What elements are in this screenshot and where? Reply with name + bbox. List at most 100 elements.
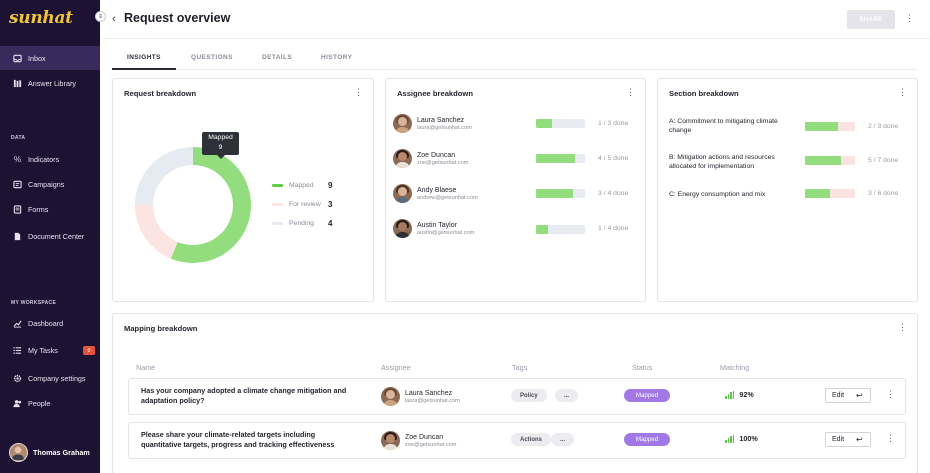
assignee-email: andrew@getsunhat.com: [417, 194, 478, 201]
section-label-data: DATA: [11, 135, 26, 141]
tab-insights[interactable]: INSIGHTS: [127, 54, 161, 61]
edit-button[interactable]: Edit ↩: [825, 432, 871, 447]
assignee-name: Zoe Duncan: [417, 151, 456, 159]
section-progress-bar: [805, 156, 855, 165]
sidebar-item-dashboard[interactable]: Dashboard: [0, 311, 100, 335]
legend-value: 9: [328, 181, 333, 190]
avatar: [381, 387, 400, 406]
signal-icon: [725, 434, 735, 443]
more-icon[interactable]: ⋮: [354, 87, 363, 97]
assignee-email: laura@getsunhat.com: [405, 397, 460, 404]
progress-fill: [805, 122, 839, 131]
assignee-progress-bar: [536, 225, 585, 234]
chart-icon: [13, 319, 22, 328]
legend-value: 4: [328, 219, 333, 228]
row-more-icon[interactable]: ⋮: [886, 433, 895, 443]
progress-fill: [536, 119, 553, 128]
edit-button[interactable]: Edit ↩: [825, 388, 871, 403]
legend-item-pending: Pending 4: [272, 219, 332, 228]
column-header-tags[interactable]: Tags: [512, 363, 528, 372]
sidebar-item-campaigns[interactable]: Campaigns: [0, 172, 100, 196]
more-tags-chip[interactable]: ...: [551, 433, 575, 446]
active-tab-indicator: [112, 68, 176, 70]
forms-icon: [13, 204, 22, 214]
sidebar-item-label: Document Center: [28, 231, 85, 241]
edit-label: Edit: [832, 392, 845, 399]
tag-chip[interactable]: Actions: [511, 433, 552, 446]
document-icon: [13, 232, 22, 241]
share-button[interactable]: SHARE: [847, 10, 895, 29]
avatar: [393, 114, 412, 133]
tab-history[interactable]: HISTORY: [321, 54, 353, 61]
donut-slice-mapped[interactable]: [170, 147, 251, 263]
sidebar-item-indicators[interactable]: % Indicators: [0, 147, 100, 171]
legend-value: 3: [328, 200, 333, 209]
sidebar-item-inbox[interactable]: Inbox: [0, 46, 100, 70]
status-badge: Mapped: [624, 433, 670, 446]
assignee-email: austin@getsunhat.com: [417, 229, 475, 236]
sidebar-item-my-tasks[interactable]: My Tasks: [0, 338, 100, 362]
assignee-row: Laura Sanchez laura@getsunhat.com: [393, 114, 472, 133]
assignee-progress-bar: [536, 154, 585, 163]
section-breakdown-card: Section breakdown ⋮: [657, 78, 918, 302]
header-more-icon[interactable]: ⋮: [905, 13, 914, 23]
assignee-name: Laura Sanchez: [417, 116, 465, 124]
sidebar-item-people[interactable]: People: [0, 391, 100, 415]
header-divider: [101, 38, 930, 39]
back-chevron-icon[interactable]: ‹: [112, 13, 116, 25]
tooltip-value: 9: [218, 144, 223, 151]
donut-slice-pending[interactable]: [135, 147, 193, 205]
section-label-my-workspace: MY WORKSPACE: [11, 300, 57, 306]
tooltip-label: Mapped: [208, 134, 233, 141]
sidebar-collapse-button[interactable]: ≡: [95, 11, 106, 22]
tasks-icon: [13, 346, 22, 355]
sidebar-item-forms[interactable]: Forms: [0, 197, 100, 221]
user-name: Thomas Graham: [33, 448, 90, 457]
tag-chip[interactable]: Policy: [511, 389, 547, 402]
assignee-row: Austin Taylor austin@getsunhat.com: [393, 219, 474, 238]
column-header-matching[interactable]: Matching: [720, 363, 750, 372]
tab-questions[interactable]: QUESTIONS: [191, 54, 233, 61]
sidebar-item-document-center[interactable]: Document Center: [0, 224, 100, 248]
undo-icon[interactable]: ↩: [856, 391, 863, 400]
row-more-icon[interactable]: ⋮: [886, 389, 895, 399]
sidebar-item-answer-library[interactable]: Answer Library: [0, 71, 100, 95]
more-tags-chip[interactable]: ...: [555, 389, 579, 402]
campaign-icon: [13, 180, 22, 189]
section-progress-bar: [805, 122, 855, 131]
column-header-status[interactable]: Status: [632, 363, 653, 372]
section-progress-bar: [805, 189, 855, 198]
assignee-name: Andy Blaese: [417, 186, 457, 194]
column-header-name[interactable]: Name: [136, 363, 156, 372]
legend-label: Pending: [289, 220, 314, 227]
column-header-assignee[interactable]: Assignee: [381, 363, 411, 372]
more-icon[interactable]: ⋮: [626, 87, 635, 97]
legend-label: For review: [289, 201, 321, 208]
sidebar-item-label: Inbox: [28, 53, 46, 63]
more-icon[interactable]: ⋮: [898, 87, 907, 97]
sunhat-logo[interactable]: sunhat: [9, 8, 73, 28]
avatar: [393, 149, 412, 168]
card-title: Section breakdown: [669, 89, 739, 98]
donut-slice-for-review[interactable]: [135, 205, 178, 259]
sidebar-item-label: Indicators: [28, 154, 60, 164]
assignee-row: Andy Blaese andrew@getsunhat.com: [393, 184, 478, 203]
sidebar-item-company-settings[interactable]: Company settings: [0, 366, 100, 390]
assignee-progress-bar: [536, 189, 585, 198]
more-icon[interactable]: ⋮: [898, 322, 907, 332]
tab-details[interactable]: DETAILS: [262, 54, 293, 61]
user-profile[interactable]: Thomas Graham: [9, 443, 90, 462]
undo-icon[interactable]: ↩: [856, 435, 863, 444]
inbox-icon: [13, 54, 22, 63]
matching-score: 92%: [725, 390, 754, 399]
tabs-divider: [112, 69, 918, 70]
section-name: A: Commitment to mitigating climate chan…: [669, 118, 778, 134]
legend-label: Mapped: [289, 182, 314, 189]
table-row[interactable]: Please share your climate-related target…: [128, 422, 906, 459]
sidebar: sunhat Inbox Answer Library DATA % Indic…: [0, 0, 100, 473]
sidebar-item-label: Dashboard: [28, 318, 64, 328]
legend-swatch: [272, 222, 283, 225]
table-row[interactable]: Has your company adopted a climate chang…: [128, 378, 906, 415]
avatar: [393, 219, 412, 238]
card-title: Assignee breakdown: [397, 89, 473, 98]
